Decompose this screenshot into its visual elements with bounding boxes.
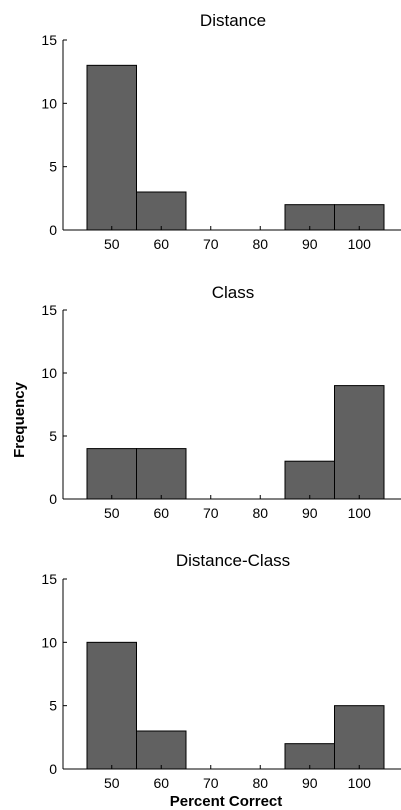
x-tick-label: 100 — [348, 775, 372, 791]
x-tick-label: 90 — [302, 236, 318, 252]
y-tick-label: 0 — [49, 761, 57, 777]
y-tick-label: 0 — [49, 491, 57, 507]
y-tick-label: 5 — [49, 428, 57, 444]
x-tick-label: 60 — [153, 505, 169, 521]
x-tick-label: 80 — [252, 775, 268, 791]
x-tick-label: 70 — [203, 775, 219, 791]
y-tick-label: 5 — [49, 698, 57, 714]
histogram-panel: Distance-Class 0 5 10 15 50 60 70 80 90 100 — [41, 551, 401, 791]
histogram-bar — [335, 386, 385, 499]
histogram-bar — [335, 706, 385, 769]
histogram-bar — [137, 192, 187, 230]
panel-title: Class — [212, 283, 255, 302]
y-tick-label: 15 — [41, 302, 57, 318]
histogram-panel: Class 0 5 10 15 50 60 70 80 90 100 — [41, 283, 401, 521]
y-tick-label: 10 — [41, 365, 57, 381]
y-tick-label: 15 — [41, 32, 57, 48]
x-tick-label: 70 — [203, 236, 219, 252]
histogram-bar — [137, 449, 187, 499]
histogram-bar — [87, 449, 137, 499]
x-tick-label: 100 — [348, 505, 372, 521]
histogram-bar — [285, 461, 335, 499]
histogram-bar — [87, 65, 137, 230]
panel-title: Distance — [200, 11, 266, 30]
x-tick-label: 90 — [302, 775, 318, 791]
histogram-panel: Distance 0 5 10 15 50 60 70 80 90 100 — [41, 11, 401, 252]
y-tick-label: 5 — [49, 159, 57, 175]
y-axis-label: Frequency — [11, 381, 28, 458]
x-tick-label: 70 — [203, 505, 219, 521]
x-tick-label: 80 — [252, 236, 268, 252]
y-tick-label: 10 — [41, 634, 57, 650]
x-tick-label: 50 — [104, 505, 120, 521]
x-tick-label: 50 — [104, 775, 120, 791]
y-tick-label: 0 — [49, 222, 57, 238]
histogram-bar — [137, 731, 187, 769]
x-axis-label: Percent Correct — [170, 793, 283, 810]
panel-title: Distance-Class — [176, 551, 290, 570]
x-tick-label: 100 — [348, 236, 372, 252]
y-tick-label: 15 — [41, 571, 57, 587]
x-tick-label: 80 — [252, 505, 268, 521]
x-tick-label: 60 — [153, 236, 169, 252]
x-tick-label: 50 — [104, 236, 120, 252]
histogram-bar — [87, 642, 137, 769]
x-tick-label: 60 — [153, 775, 169, 791]
x-tick-label: 90 — [302, 505, 318, 521]
y-tick-label: 10 — [41, 95, 57, 111]
